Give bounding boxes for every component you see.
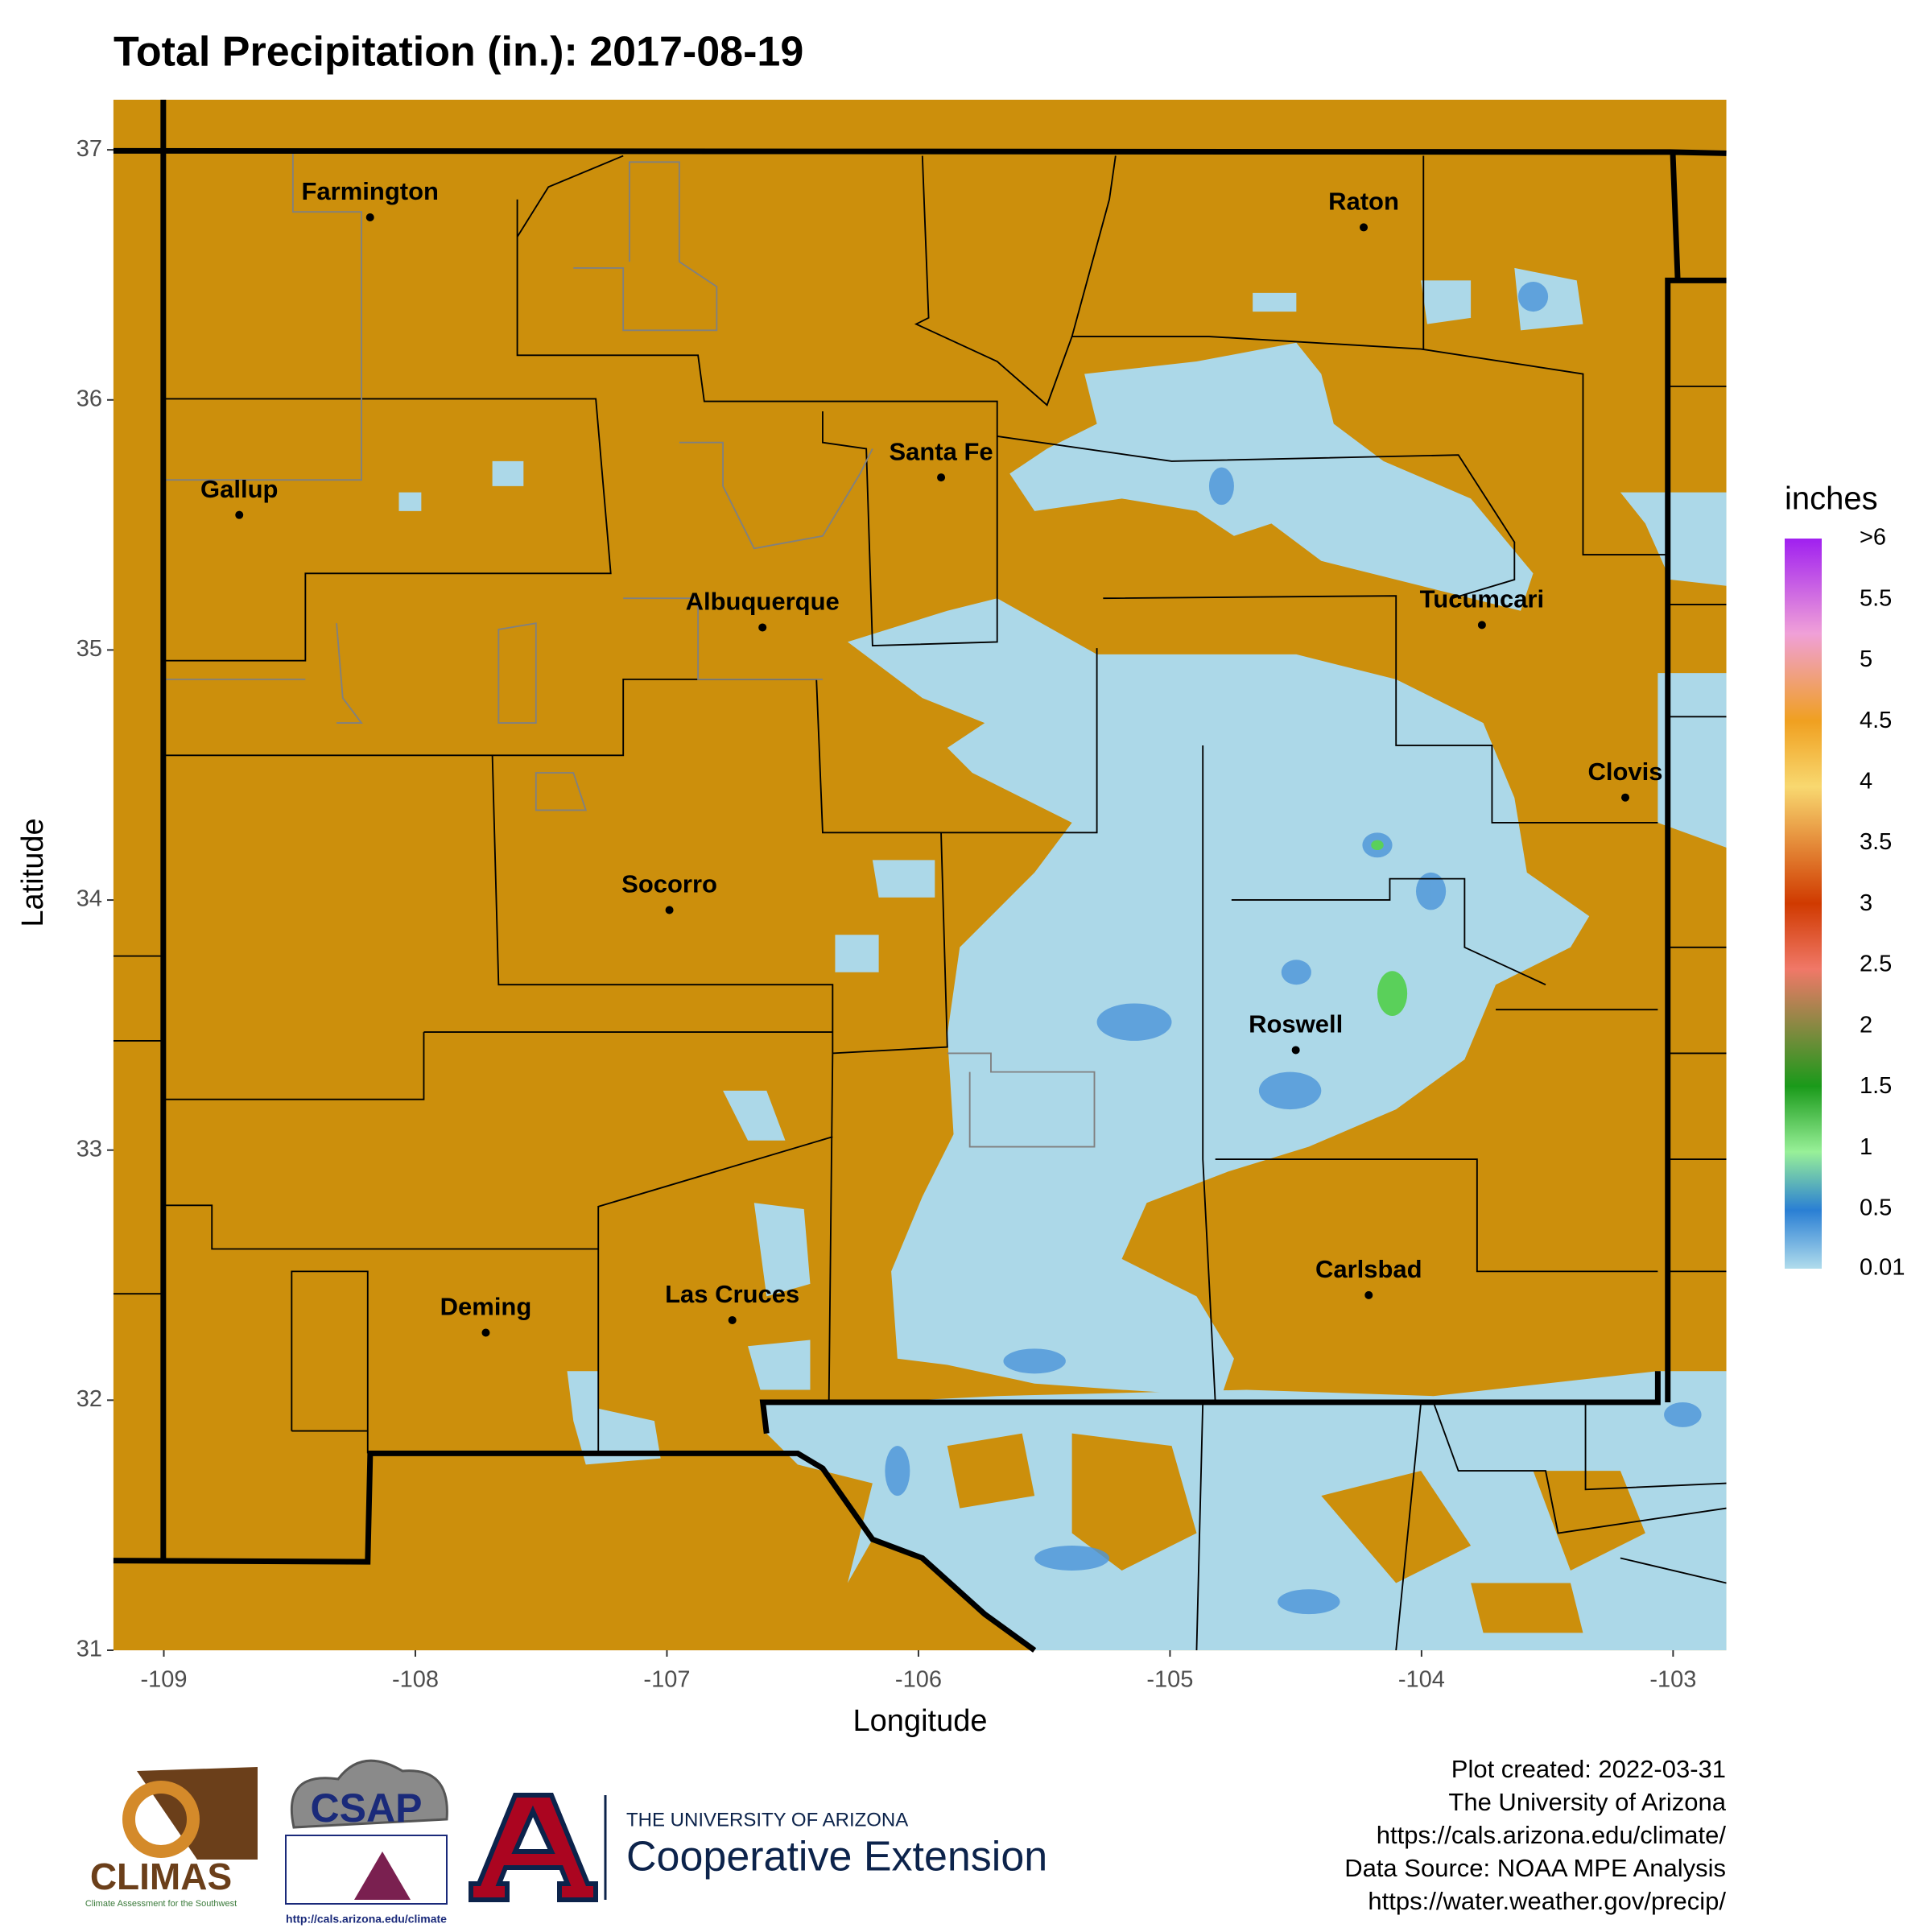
state-borders — [113, 99, 1727, 1653]
city-point — [937, 473, 946, 482]
city-label: Socorro — [621, 870, 717, 898]
city-point — [1360, 223, 1368, 232]
y-tick-label: 33 — [76, 1136, 102, 1162]
climas-ring — [122, 1781, 200, 1858]
legend-tick-label: 0.5 — [1860, 1195, 1892, 1220]
city-point — [1291, 1046, 1300, 1055]
legend-tick-label: 2.5 — [1860, 952, 1892, 977]
y-tick-label: 32 — [76, 1386, 102, 1412]
credit-line: The University of Arizona — [1448, 1788, 1726, 1816]
legend-title: inches — [1785, 481, 1878, 517]
city-point — [365, 213, 374, 222]
city-label: Farmington — [301, 177, 439, 205]
csap-mountain — [354, 1852, 411, 1900]
city-label: Raton — [1328, 188, 1399, 216]
x-axis-label: Longitude — [853, 1704, 988, 1738]
legend-tick-label: 5.5 — [1860, 585, 1892, 611]
city-label: Santa Fe — [889, 437, 993, 465]
city-point — [758, 623, 767, 632]
legend-tick-label: 1.5 — [1860, 1073, 1892, 1099]
csap-cloud — [290, 1759, 448, 1829]
csap-logo: CSAP — [311, 1785, 423, 1831]
legend-tick-label: 5 — [1860, 646, 1872, 672]
climas-logo: CLIMAS — [90, 1856, 232, 1897]
city-label: Gallup — [200, 475, 278, 503]
legend-tick-label: 3 — [1860, 890, 1872, 916]
city-label: Albuquerque — [686, 588, 840, 616]
city-point — [1621, 793, 1630, 802]
y-tick-label: 36 — [76, 386, 102, 411]
ua-logo — [469, 1793, 598, 1902]
ua-line1: THE UNIVERSITY OF ARIZONA — [626, 1809, 908, 1831]
csap-url: http://cals.arizona.edu/climate — [286, 1913, 447, 1926]
x-tick-label: -106 — [895, 1667, 942, 1693]
city-point — [235, 510, 244, 519]
city-point — [481, 1328, 490, 1337]
logos: CLIMAS Climate Assessment for the Southw… — [85, 1759, 1047, 1926]
plot-layer: -109 -108 -107 -106 -105 -104 -103313233343536… — [76, 136, 1905, 1915]
legend-tick-label: 4 — [1860, 768, 1872, 794]
climas-sub: Climate Assessment for the Southwest — [85, 1899, 237, 1909]
city-point — [728, 1315, 737, 1324]
city-label: Carlsbad — [1315, 1255, 1422, 1283]
precipitation — [398, 267, 1727, 1651]
city-label: Las Cruces — [665, 1280, 799, 1308]
legend-tick-label: 3.5 — [1860, 829, 1892, 855]
legend-tick-label: 0.01 — [1860, 1255, 1905, 1281]
y-tick-label: 37 — [76, 136, 102, 162]
y-tick-label: 34 — [76, 886, 102, 912]
x-tick-label: -108 — [392, 1667, 439, 1693]
legend-tick-label: >6 — [1860, 525, 1886, 551]
city-label: Clovis — [1587, 758, 1662, 786]
credit-line: https://cals.arizona.edu/climate/ — [1377, 1821, 1727, 1849]
city-label: Roswell — [1249, 1010, 1343, 1038]
title: Total Precipitation (in.): 2017-08-19 — [114, 29, 803, 76]
city-point — [665, 906, 674, 914]
x-tick-label: -103 — [1649, 1667, 1696, 1693]
ua-line2: Cooperative Extension — [626, 1834, 1047, 1880]
map-panel — [113, 99, 1727, 1653]
x-tick-label: -105 — [1146, 1667, 1193, 1693]
county-lines — [113, 155, 1727, 1651]
city-point — [1477, 621, 1486, 630]
colorbar — [1785, 539, 1822, 1269]
y-axis-label: Latitude — [16, 818, 50, 927]
credit-line: Data Source: NOAA MPE Analysis — [1344, 1854, 1726, 1882]
city-point — [1364, 1290, 1373, 1299]
x-tick-label: -107 — [643, 1667, 690, 1693]
y-tick-label: 31 — [76, 1637, 102, 1662]
credit-line: https://water.weather.gov/precip/ — [1368, 1887, 1726, 1915]
legend-tick-label: 1 — [1860, 1134, 1872, 1160]
y-tick-label: 35 — [76, 636, 102, 662]
legend-tick-label: 4.5 — [1860, 708, 1892, 733]
x-tick-label: -104 — [1398, 1667, 1445, 1693]
tribal-lines — [163, 149, 1096, 1148]
legend-tick-label: 2 — [1860, 1012, 1872, 1038]
city-label: Deming — [440, 1293, 532, 1321]
x-tick-label: -109 — [140, 1667, 187, 1693]
credit-line: Plot created: 2022-03-31 — [1451, 1755, 1726, 1783]
city-label: Tucumcari — [1420, 585, 1544, 613]
